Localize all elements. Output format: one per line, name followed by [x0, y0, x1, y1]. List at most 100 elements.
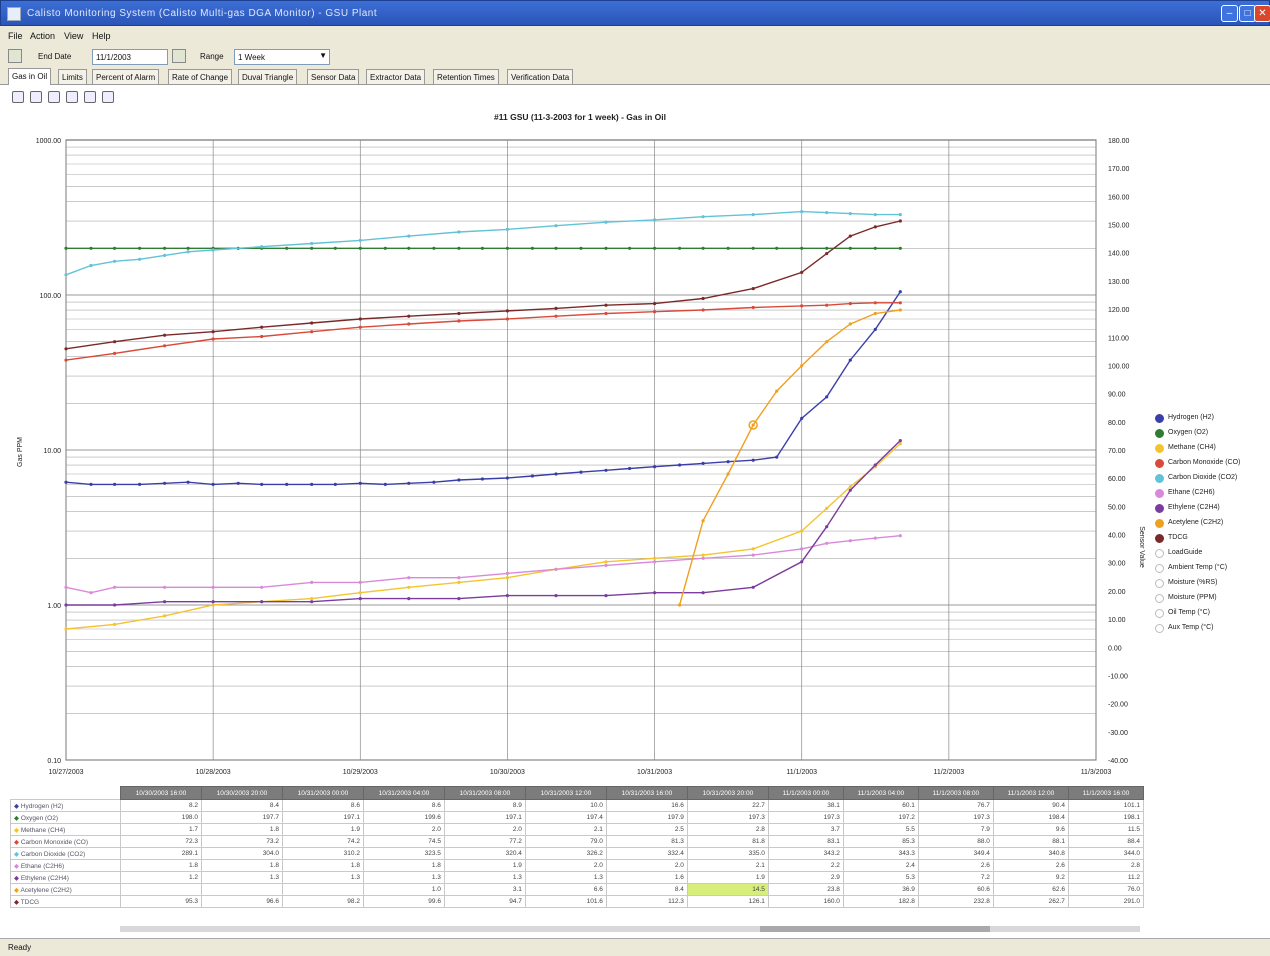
table-cell[interactable]: 98.2	[281, 895, 364, 908]
minimize-button[interactable]: –	[1221, 5, 1238, 22]
table-cell[interactable]: 23.8	[767, 883, 844, 896]
table-cell[interactable]: 2.9	[767, 871, 844, 884]
table-cell[interactable]	[120, 883, 202, 896]
table-cell[interactable]: 326.2	[524, 847, 607, 860]
zoom-icon[interactable]	[66, 91, 78, 103]
table-cell[interactable]: 2.0	[443, 823, 526, 836]
legend-item[interactable]: Oil Temp (°C)	[1155, 607, 1267, 622]
range-select[interactable]: 1 Week ▼	[234, 49, 330, 65]
tab-rate-of-change[interactable]: Rate of Change	[168, 69, 233, 84]
table-cell[interactable]: 126.1	[686, 895, 769, 908]
table-cell[interactable]: 2.2	[767, 859, 844, 872]
table-cell[interactable]: 344.0	[1067, 847, 1145, 860]
table-cell[interactable]: 160.0	[767, 895, 844, 908]
table-cell[interactable]: 304.0	[200, 847, 283, 860]
tab-sensor-data[interactable]: Sensor Data	[307, 69, 360, 84]
table-cell[interactable]: 1.3	[443, 871, 526, 884]
table-row[interactable]: ◆ Ethane (C2H6) 1.8 1.8 1.8 1.8 1.9 2.0 2.0 2.1 2…	[10, 859, 1145, 872]
table-cell[interactable]: 81.3	[605, 835, 688, 848]
table-cell[interactable]: 83.1	[767, 835, 844, 848]
table-cell[interactable]: 1.8	[120, 859, 202, 872]
table-column-header[interactable]: 10/31/2003 00:00	[281, 786, 364, 800]
table-cell[interactable]: 22.7	[686, 799, 769, 812]
table-row[interactable]: ◆ TDCG 95.3 96.6 98.2 99.6 94.7 101.6 112.3 126.…	[10, 895, 1145, 908]
table-cell[interactable]: 88.0	[917, 835, 994, 848]
calendar-icon[interactable]	[172, 49, 186, 63]
table-cell[interactable]: 9.6	[992, 823, 1069, 836]
table-cell[interactable]: 8.6	[281, 799, 364, 812]
menu-file[interactable]: File	[8, 31, 23, 41]
table-cell[interactable]: 14.5	[686, 883, 769, 896]
table-cell[interactable]: 2.4	[842, 859, 919, 872]
table-cell[interactable]: 7.2	[917, 871, 994, 884]
table-cell[interactable]: 232.8	[917, 895, 994, 908]
table-cell[interactable]: 74.2	[281, 835, 364, 848]
table-cell[interactable]: 77.2	[443, 835, 526, 848]
table-cell[interactable]: 3.7	[767, 823, 844, 836]
print-icon[interactable]	[84, 91, 96, 103]
table-cell[interactable]: 291.0	[1067, 895, 1145, 908]
table-cell[interactable]: 90.4	[992, 799, 1069, 812]
table-cell[interactable]: 3.1	[443, 883, 526, 896]
table-cell[interactable]: 1.6	[605, 871, 688, 884]
table-cell[interactable]: 198.1	[1067, 811, 1145, 824]
table-column-header[interactable]: 10/30/2003 20:00	[200, 786, 283, 800]
table-scrollbar[interactable]	[120, 926, 1140, 932]
table-column-header[interactable]: 11/1/2003 08:00	[917, 786, 994, 800]
table-column-header[interactable]: 10/31/2003 20:00	[686, 786, 769, 800]
legend-item[interactable]: Aux Temp (°C)	[1155, 622, 1267, 637]
table-cell[interactable]: 1.3	[200, 871, 283, 884]
legend-item[interactable]: Carbon Monoxide (CO)	[1155, 457, 1267, 472]
table-cell[interactable]: 60.1	[842, 799, 919, 812]
legend-item[interactable]: Methane (CH4)	[1155, 442, 1267, 457]
table-row[interactable]: ◆ Hydrogen (H2) 8.2 8.4 8.6 8.6 8.9 10.0 16.6 22…	[10, 799, 1145, 812]
table-cell[interactable]: 60.6	[917, 883, 994, 896]
table-cell[interactable]: 81.8	[686, 835, 769, 848]
table-cell[interactable]: 101.6	[524, 895, 607, 908]
table-cell[interactable]: 1.9	[443, 859, 526, 872]
legend-item[interactable]: Hydrogen (H2)	[1155, 412, 1267, 427]
legend-item[interactable]: Carbon Dioxide (CO2)	[1155, 472, 1267, 487]
table-cell[interactable]: 94.7	[443, 895, 526, 908]
legend-item[interactable]: Moisture (%RS)	[1155, 577, 1267, 592]
table-row[interactable]: ◆ Oxygen (O2) 198.0 197.7 197.1 199.6 197.1 19…	[10, 811, 1145, 824]
table-cell[interactable]: 1.3	[281, 871, 364, 884]
table-cell[interactable]: 96.6	[200, 895, 283, 908]
table-cell[interactable]: 1.2	[120, 871, 202, 884]
tab-gas-in-oil[interactable]: Gas in Oil	[8, 68, 52, 85]
menu-view[interactable]: View	[64, 31, 84, 41]
table-cell[interactable]: 74.5	[362, 835, 445, 848]
table-column-header[interactable]: 10/31/2003 12:00	[524, 786, 607, 800]
table-cell[interactable]: 335.0	[686, 847, 769, 860]
table-cell[interactable]: 332.4	[605, 847, 688, 860]
table-cell[interactable]: 2.0	[362, 823, 445, 836]
table-cell[interactable]: 198.4	[992, 811, 1069, 824]
table-cell[interactable]	[200, 883, 283, 896]
scrollbar-thumb[interactable]	[760, 926, 990, 932]
grid-icon[interactable]	[48, 91, 60, 103]
table-row[interactable]: ◆ Carbon Dioxide (CO2) 289.1 304.0 310.2 323…	[10, 847, 1145, 860]
table-cell[interactable]: 10.0	[524, 799, 607, 812]
table-column-header[interactable]: 10/30/2003 16:00	[120, 786, 202, 800]
table-cell[interactable]: 340.8	[992, 847, 1069, 860]
table-cell[interactable]: 320.4	[443, 847, 526, 860]
table-column-header[interactable]: 11/1/2003 04:00	[842, 786, 919, 800]
chart-type-icon[interactable]	[30, 91, 42, 103]
table-row[interactable]: ◆ Carbon Monoxide (CO) 72.3 73.2 74.2 74.5 77…	[10, 835, 1145, 848]
table-cell[interactable]: 197.1	[443, 811, 526, 824]
table-cell[interactable]: 1.7	[120, 823, 202, 836]
table-column-header[interactable]: 11/1/2003 16:00	[1067, 786, 1145, 800]
table-column-header[interactable]: 10/31/2003 04:00	[362, 786, 445, 800]
table-cell[interactable]: 7.9	[917, 823, 994, 836]
table-cell[interactable]: 11.5	[1067, 823, 1145, 836]
end-date-field[interactable]: 11/1/2003	[92, 49, 168, 65]
table-cell[interactable]: 197.3	[686, 811, 769, 824]
table-cell[interactable]: 2.8	[686, 823, 769, 836]
legend-item[interactable]: TDCG	[1155, 532, 1267, 547]
table-cell[interactable]: 1.9	[281, 823, 364, 836]
table-cell[interactable]: 289.1	[120, 847, 202, 860]
table-cell[interactable]: 2.1	[524, 823, 607, 836]
table-cell[interactable]: 95.3	[120, 895, 202, 908]
table-cell[interactable]: 9.2	[992, 871, 1069, 884]
table-cell[interactable]: 8.2	[120, 799, 202, 812]
